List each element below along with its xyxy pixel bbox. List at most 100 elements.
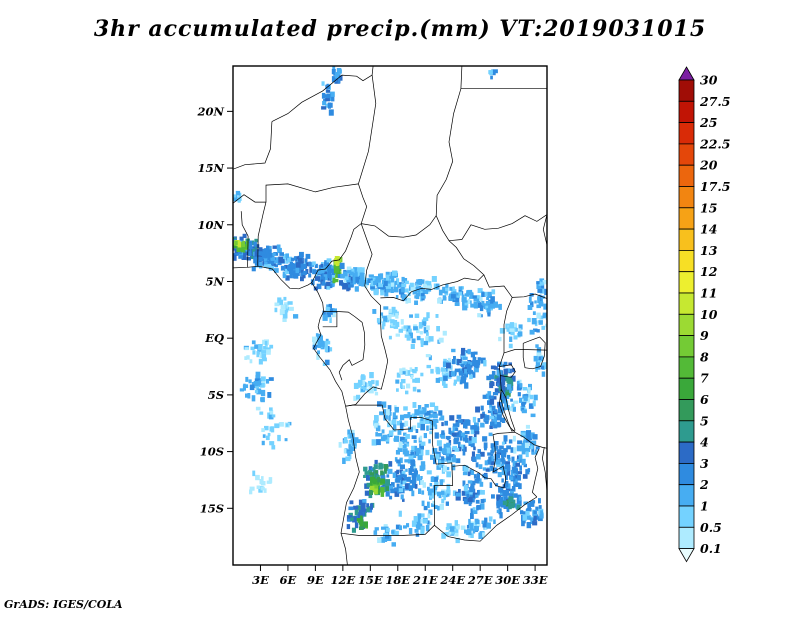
precip-cell — [472, 425, 478, 429]
colorbar-bottom-triangle — [678, 548, 695, 563]
precip-cell — [496, 369, 502, 376]
precip-cell — [388, 308, 392, 313]
precip-cell — [540, 283, 545, 289]
precip-cell — [249, 359, 253, 364]
precip-cell — [462, 450, 466, 456]
precip-cell — [250, 240, 255, 245]
precip-cell — [234, 251, 239, 256]
precip-cell — [314, 263, 318, 268]
precip-cell — [233, 194, 237, 198]
precip-cell — [366, 503, 369, 508]
precip-cell — [396, 372, 401, 378]
precip-cell — [353, 267, 358, 273]
precip-cell — [487, 410, 492, 414]
precip-cell — [396, 469, 400, 475]
precip-cell — [280, 259, 285, 264]
precip-cell — [261, 351, 267, 358]
colorbar-label: 17.5 — [700, 179, 730, 194]
precip-cell — [478, 464, 483, 469]
precip-cell — [420, 372, 424, 377]
border-line — [503, 349, 547, 354]
precip-cell — [406, 325, 411, 332]
precip-cell — [501, 478, 504, 483]
precip-cell — [262, 357, 267, 362]
precip-cell — [484, 460, 488, 466]
precip-cell — [536, 312, 541, 319]
precip-cell — [468, 370, 474, 374]
precip-cell — [417, 513, 422, 520]
precip-cell — [461, 294, 465, 299]
precip-cell — [470, 533, 474, 538]
precip-cell — [256, 351, 260, 358]
precip-cell — [334, 72, 339, 79]
precip-cell — [242, 240, 245, 248]
precip-cell — [503, 361, 508, 366]
precip-cell — [466, 493, 470, 499]
precip-cell — [513, 327, 517, 332]
precip-cell — [282, 254, 288, 261]
precip-cell — [322, 314, 328, 321]
precip-cell — [263, 264, 268, 268]
precip-cell — [521, 458, 526, 466]
precip-cell — [493, 417, 497, 422]
x-tick-label: 30E — [495, 573, 520, 587]
precip-cell — [448, 296, 453, 301]
precip-cell — [481, 303, 485, 308]
precip-cell — [429, 424, 434, 429]
precip-cell — [430, 368, 434, 374]
precip-cell — [542, 314, 547, 319]
precip-cell — [508, 343, 513, 349]
precip-cell — [285, 423, 289, 427]
precip-cell — [426, 520, 430, 525]
precip-cell — [253, 381, 259, 387]
precip-cell — [506, 387, 510, 393]
precip-cell — [386, 274, 391, 279]
precip-cell — [439, 503, 444, 510]
precip-cell — [304, 258, 308, 264]
precip-cell — [508, 439, 513, 444]
precip-cell — [387, 434, 390, 438]
precip-cell — [475, 499, 480, 504]
precip-cell — [491, 405, 496, 411]
precip-cell — [466, 363, 471, 368]
precip-cell — [261, 248, 266, 255]
precip-cell — [532, 434, 538, 440]
precip-cell — [537, 289, 543, 293]
precip-cell — [495, 445, 499, 450]
precip-cell — [332, 277, 336, 284]
precip-cell — [425, 449, 430, 456]
precip-cell — [432, 500, 436, 505]
precip-cell — [334, 259, 339, 265]
precip-cell — [530, 301, 534, 308]
precip-cell — [483, 442, 488, 449]
precip-cell — [496, 421, 501, 428]
precip-cell — [477, 449, 481, 454]
precip-cell — [354, 437, 359, 443]
precip-cell — [490, 75, 493, 80]
precip-cell — [442, 361, 448, 367]
precip-cell — [385, 283, 391, 290]
precip-cell — [380, 470, 384, 477]
precip-cell — [358, 280, 364, 286]
precip-cell — [441, 448, 447, 454]
precip-cell — [268, 414, 274, 420]
precip-cell — [526, 508, 532, 512]
precip-cell — [233, 254, 237, 261]
precip-cell — [373, 288, 379, 296]
precip-cell — [404, 334, 410, 338]
precip-cell — [262, 339, 265, 345]
precip-cell — [348, 440, 354, 446]
precip-cell — [381, 429, 385, 434]
precip-cell — [464, 302, 469, 308]
precip-cell — [542, 280, 547, 285]
precip-cell — [449, 415, 455, 421]
precip-cell — [416, 335, 421, 341]
precip-cell — [410, 343, 415, 349]
precip-cell — [496, 496, 499, 501]
precip-cell — [402, 480, 407, 485]
precip-cell — [451, 359, 456, 365]
precip-cell — [489, 374, 495, 380]
precip-cell — [494, 374, 499, 379]
precip-cell — [476, 295, 480, 299]
country-borders — [233, 66, 547, 565]
